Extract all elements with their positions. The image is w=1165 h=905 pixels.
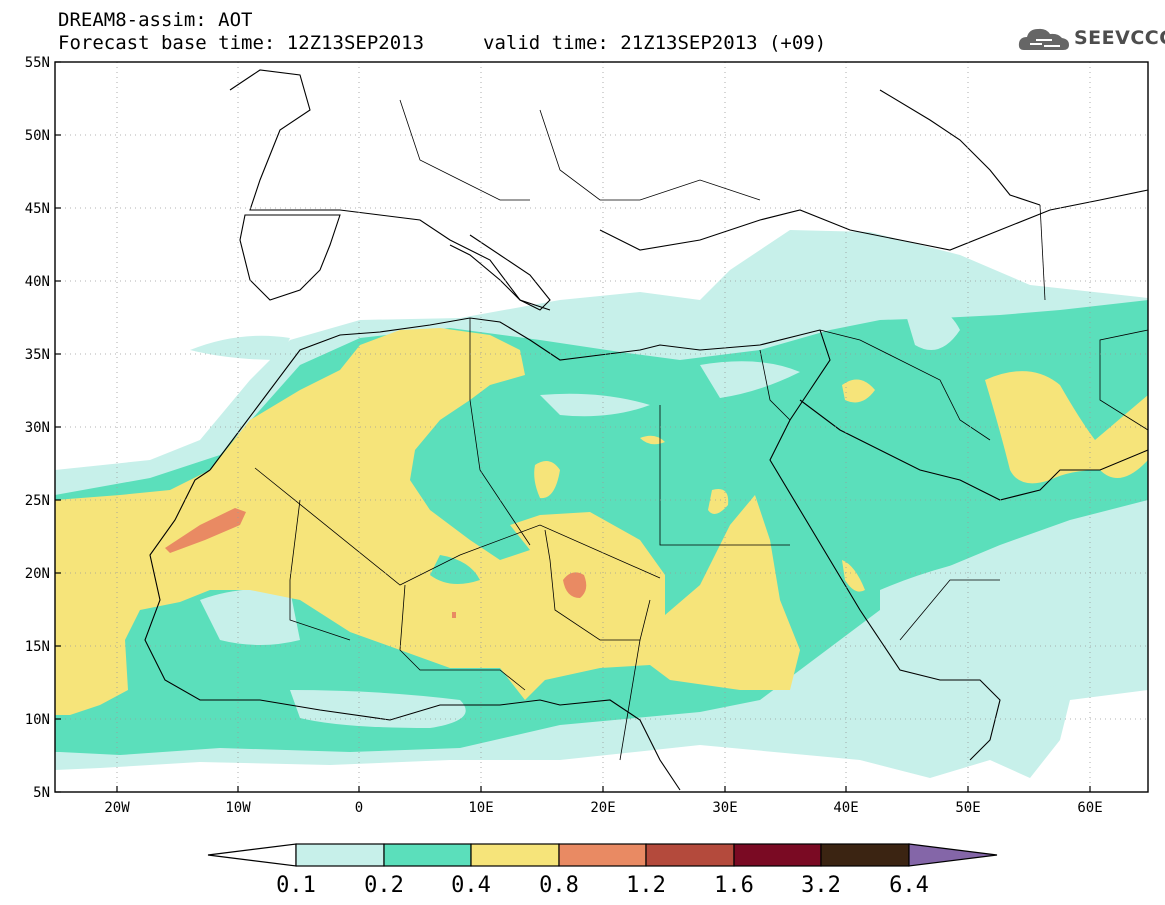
colorbar-high-triangle: [908, 843, 998, 867]
aot-band-0.1: [200, 588, 300, 645]
forecast-base-time: Forecast base time: 12Z13SEP2013: [58, 32, 425, 54]
lat-label: 5N: [33, 785, 50, 801]
colorbar-label: 0.8: [539, 873, 579, 898]
aot-band-0.8: [563, 572, 587, 598]
aot-band-0.1: [900, 295, 960, 350]
lat-label: 15N: [25, 639, 50, 655]
lat-label: 50N: [25, 128, 50, 144]
colorbar-swatch: [383, 843, 472, 867]
colorbar-label: 0.1: [276, 873, 316, 898]
colorbar-swatch: [733, 843, 822, 867]
valid-time: valid time: 21Z13SEP2013 (+09): [483, 32, 827, 54]
aot-band-0.4: [842, 560, 865, 592]
seevccc-logo-text: SEEVCCC: [1074, 27, 1165, 49]
aot-band-0.4: [55, 328, 800, 715]
colorbar-label: 0.4: [451, 873, 491, 898]
lat-label: 25N: [25, 493, 50, 509]
lon-label: 10W: [225, 800, 251, 816]
aot-band-0.1: [880, 525, 1148, 700]
colorbar-label: 6.4: [889, 873, 929, 898]
longitude-labels: 20W 10W 0 10E 20E 30E 40E 50E 60E: [104, 800, 1102, 816]
lat-label: 35N: [25, 347, 50, 363]
country-borders: [254, 99, 1148, 761]
colorbar-low-triangle: [207, 843, 297, 867]
colorbar-swatch: [645, 843, 735, 867]
lat-label: 30N: [25, 420, 50, 436]
aot-band-0.1: [700, 361, 800, 398]
aot-band-0.4: [640, 435, 665, 445]
colorbar-swatch: [820, 843, 910, 867]
lat-label: 55N: [25, 55, 50, 71]
aot-band-0.8: [452, 612, 456, 618]
aot-band-0.4: [985, 371, 1148, 484]
colorbar: 0.1 0.2 0.4 0.8 1.2 1.6 3.2 6.4: [207, 843, 998, 898]
map-gridlines: [55, 62, 1148, 792]
aot-band-0.4: [842, 379, 875, 403]
colorbar-label: 1.2: [626, 873, 666, 898]
colorbar-label: 0.2: [364, 873, 404, 898]
lon-label: 10E: [468, 800, 493, 816]
lon-label: 20W: [104, 800, 130, 816]
aot-band-0.8: [165, 508, 246, 553]
colorbar-swatch: [558, 843, 647, 867]
lon-label: 50E: [955, 800, 980, 816]
aot-band-0.2: [430, 555, 480, 584]
coastlines: [144, 69, 1148, 791]
lon-label: 0: [355, 800, 363, 816]
lon-label: 20E: [590, 800, 615, 816]
axis-ticks: [55, 61, 1091, 793]
lon-label: 60E: [1077, 800, 1102, 816]
aot-band-0.1: [290, 690, 466, 728]
aot-band-0.4: [534, 461, 560, 499]
latitude-labels: 55N 50N 45N 40N 35N 30N 25N 20N 15N 10N …: [25, 55, 50, 801]
lon-label: 40E: [833, 800, 858, 816]
lon-label: 30E: [712, 800, 737, 816]
colorbar-label: 1.6: [714, 873, 754, 898]
aot-band-0.1: [540, 393, 650, 417]
cloud-icon: [1018, 28, 1069, 50]
colorbar-label: 3.2: [801, 873, 841, 898]
lat-label: 20N: [25, 566, 50, 582]
map-title: DREAM8-assim: AOT: [58, 9, 253, 31]
colorbar-swatch: [470, 843, 560, 867]
lat-label: 40N: [25, 274, 50, 290]
aot-contours: [55, 62, 1148, 792]
aot-band-0.4: [708, 489, 729, 514]
lat-label: 10N: [25, 712, 50, 728]
colorbar-swatch: [295, 843, 385, 867]
lat-label: 45N: [25, 201, 50, 217]
